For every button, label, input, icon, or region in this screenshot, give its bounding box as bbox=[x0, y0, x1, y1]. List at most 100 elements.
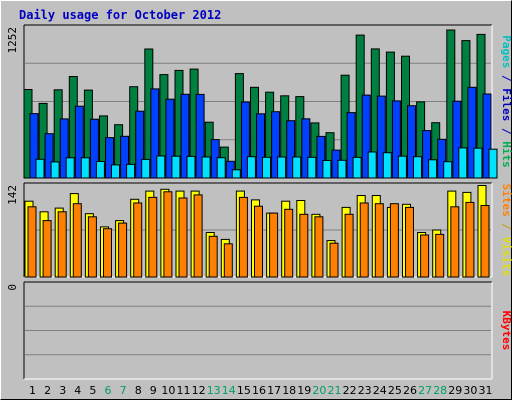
x-tick-label-day-28: 28 bbox=[433, 384, 447, 397]
bar-sites-day-22 bbox=[344, 213, 354, 278]
legend-part: / bbox=[500, 121, 512, 141]
bar-sites-day-29 bbox=[450, 206, 460, 278]
x-tick-label-day-24: 24 bbox=[373, 384, 387, 397]
bar-files-day-2 bbox=[44, 133, 54, 179]
x-tick-label-day-9: 9 bbox=[150, 384, 157, 397]
bar-files-day-24 bbox=[376, 95, 386, 179]
bar-pages-day-31 bbox=[488, 148, 498, 179]
x-tick-label-day-25: 25 bbox=[388, 384, 402, 397]
bar-sites-day-18 bbox=[284, 208, 294, 278]
x-tick-label-day-2: 2 bbox=[44, 384, 51, 397]
bar-sites-day-23 bbox=[359, 202, 369, 278]
y-axis-max-label-top: 1252 bbox=[6, 27, 19, 54]
bar-sites-day-26 bbox=[405, 206, 414, 278]
bar-sites-day-28 bbox=[435, 233, 445, 278]
legend-part: / bbox=[500, 68, 512, 88]
legend-part: Files bbox=[500, 88, 512, 121]
bar-pages-day-14 bbox=[231, 169, 241, 179]
bar-files-day-29 bbox=[452, 100, 462, 179]
bar-files-day-3 bbox=[59, 118, 69, 179]
legend-part: Pages bbox=[500, 35, 512, 68]
bar-sites-day-21 bbox=[329, 242, 339, 278]
bar-pages-day-12 bbox=[201, 156, 211, 179]
bar-pages-day-7 bbox=[126, 163, 136, 179]
bar-pages-day-15 bbox=[246, 156, 256, 179]
bar-pages-day-28 bbox=[443, 161, 453, 179]
x-tick-label-day-27: 27 bbox=[418, 384, 432, 397]
x-tick-label-day-18: 18 bbox=[282, 384, 296, 397]
x-tick-label-day-7: 7 bbox=[120, 384, 127, 397]
x-tick-label-day-3: 3 bbox=[59, 384, 66, 397]
bar-files-day-5 bbox=[89, 118, 99, 179]
bar-pages-day-11 bbox=[186, 155, 196, 179]
bar-sites-day-31 bbox=[480, 205, 490, 278]
bar-pages-day-22 bbox=[352, 156, 362, 179]
x-tick-label-day-19: 19 bbox=[297, 384, 311, 397]
bar-pages-day-10 bbox=[171, 155, 181, 179]
bar-files-day-18 bbox=[286, 120, 296, 179]
bar-sites-day-12 bbox=[193, 194, 203, 278]
bar-pages-day-8 bbox=[141, 158, 151, 179]
bar-pages-day-13 bbox=[216, 157, 226, 179]
y-axis-max-label-middle: 142 bbox=[6, 185, 19, 205]
bar-files-day-30 bbox=[467, 86, 477, 179]
bar-files-day-10 bbox=[165, 98, 175, 179]
x-tick-label-day-16: 16 bbox=[252, 384, 266, 397]
bar-pages-day-27 bbox=[428, 159, 438, 179]
bar-files-day-20 bbox=[316, 135, 326, 179]
bar-files-day-31 bbox=[482, 93, 492, 179]
bar-files-day-23 bbox=[361, 94, 371, 179]
bar-sites-day-1 bbox=[27, 206, 37, 278]
bar-pages-day-6 bbox=[111, 164, 120, 179]
bar-sites-day-4 bbox=[72, 203, 82, 278]
bar-sites-day-19 bbox=[299, 213, 309, 278]
bar-files-day-7 bbox=[120, 135, 130, 179]
legend-part: Hits bbox=[500, 141, 512, 168]
x-tick-label-day-12: 12 bbox=[192, 384, 206, 397]
series-legend-middle: Sites / Visits bbox=[500, 184, 512, 277]
x-tick-label-day-10: 10 bbox=[161, 384, 175, 397]
x-tick-label-day-1: 1 bbox=[29, 384, 36, 397]
bar-sites-day-6 bbox=[103, 228, 112, 278]
bar-files-day-11 bbox=[180, 93, 190, 179]
legend-part: Visits bbox=[500, 237, 512, 277]
bar-files-day-17 bbox=[271, 111, 281, 179]
x-tick-label-day-6: 6 bbox=[105, 384, 112, 397]
bar-pages-day-4 bbox=[80, 157, 90, 179]
x-tick-label-day-5: 5 bbox=[89, 384, 96, 397]
bar-files-day-16 bbox=[256, 113, 265, 179]
bar-sites-day-15 bbox=[238, 196, 248, 278]
bar-sites-day-11 bbox=[178, 197, 188, 278]
bar-sites-day-9 bbox=[148, 196, 158, 278]
bar-sites-day-14 bbox=[223, 243, 233, 278]
bar-files-day-15 bbox=[240, 101, 250, 179]
x-tick-label-day-15: 15 bbox=[237, 384, 251, 397]
bar-sites-day-27 bbox=[420, 234, 430, 278]
bar-pages-day-26 bbox=[413, 156, 422, 179]
bar-files-day-26 bbox=[407, 105, 416, 179]
bar-pages-day-24 bbox=[382, 152, 392, 179]
bar-pages-day-29 bbox=[458, 147, 468, 179]
x-tick-label-day-23: 23 bbox=[358, 384, 372, 397]
bar-pages-day-2 bbox=[50, 161, 60, 179]
bar-pages-day-21 bbox=[337, 159, 347, 179]
bar-files-day-4 bbox=[74, 105, 84, 179]
bar-files-day-12 bbox=[195, 93, 205, 179]
bar-sites-day-3 bbox=[57, 211, 67, 278]
x-tick-label-day-8: 8 bbox=[135, 384, 142, 397]
bar-pages-day-25 bbox=[397, 155, 407, 179]
x-tick-label-day-17: 17 bbox=[267, 384, 281, 397]
bar-sites-day-30 bbox=[465, 201, 475, 278]
x-tick-label-day-31: 31 bbox=[479, 384, 493, 397]
y-axis-max-label-bottom: 0 bbox=[6, 284, 19, 291]
bar-sites-day-2 bbox=[42, 220, 52, 278]
bar-pages-day-23 bbox=[367, 151, 377, 179]
chart-title: Daily usage for October 2012 bbox=[19, 8, 222, 22]
bar-files-day-6 bbox=[105, 137, 114, 179]
bar-pages-day-18 bbox=[292, 156, 302, 179]
bar-pages-day-5 bbox=[95, 161, 105, 179]
bar-sites-day-10 bbox=[163, 191, 173, 278]
x-tick-label-day-11: 11 bbox=[177, 384, 191, 397]
bar-pages-day-3 bbox=[65, 157, 75, 179]
